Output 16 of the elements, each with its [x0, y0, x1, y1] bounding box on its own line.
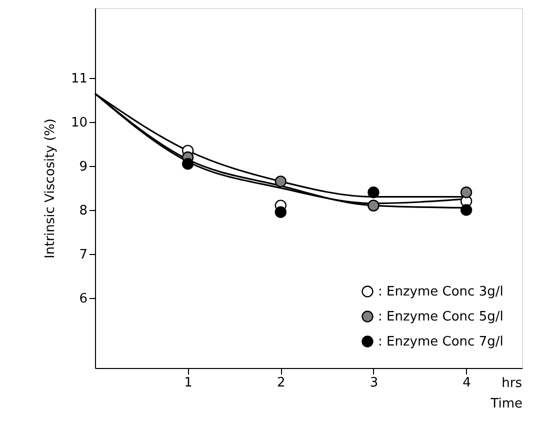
y-tick-label: 11: [70, 72, 88, 87]
legend-label: : Enzyme Conc 5g/l: [378, 310, 504, 324]
y-axis-title: Intrinsic Viscosity (%): [42, 118, 58, 258]
x-tick-label: 2: [277, 376, 286, 390]
y-tick-label: 9: [79, 160, 88, 175]
y-tick-label: 10: [70, 116, 88, 131]
y-tick-label: 6: [79, 291, 88, 306]
y-tick-label: 7: [79, 247, 88, 262]
x-tick-label: 3: [370, 376, 378, 390]
x-tick-label: 4: [462, 376, 471, 390]
x-tick-label: 1: [184, 376, 192, 390]
legend-label: : Enzyme Conc 7g/l: [378, 334, 504, 350]
text: hrs: [502, 376, 522, 391]
x-axis-title: Time: [490, 396, 522, 412]
legend-label: : Enzyme Conc 3g/l: [378, 284, 504, 300]
y-tick-label: 8: [79, 203, 88, 218]
